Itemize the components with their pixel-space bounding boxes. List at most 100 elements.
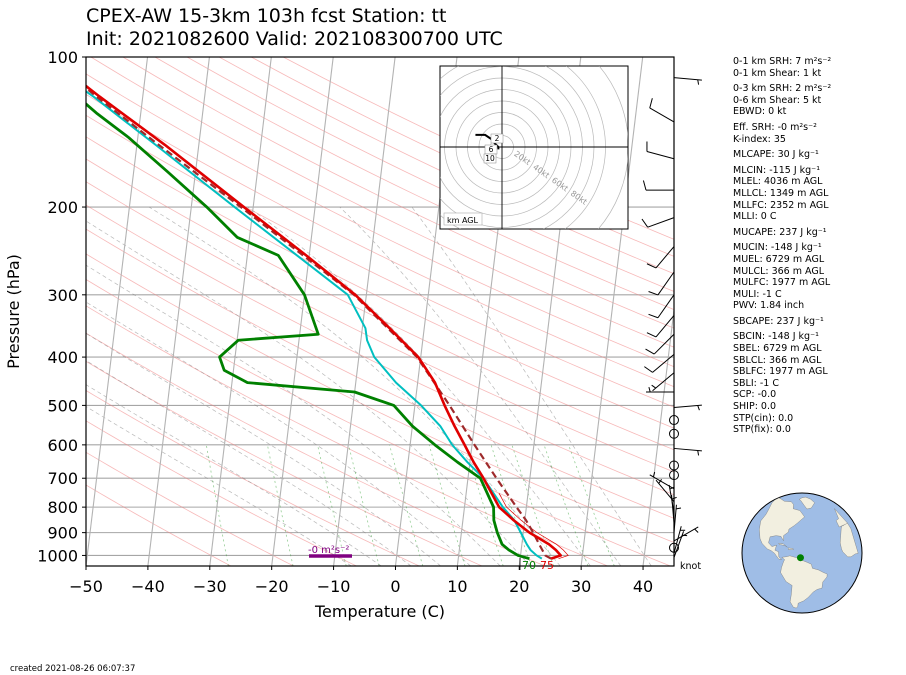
x-axis-label: Temperature (C)	[314, 602, 445, 621]
chart-subtitle: Init: 2021082600 Valid: 202108300700 UTC	[86, 28, 503, 50]
moist-adiabat	[149, 206, 561, 566]
dry-adiabat	[86, 73, 674, 368]
x-tick-label: 30	[571, 577, 591, 596]
x-tick-label: 40	[633, 577, 653, 596]
wind-barb	[646, 141, 675, 160]
parcel-line	[86, 86, 552, 560]
stat-line: K-index: 35	[733, 133, 786, 145]
globe-land	[834, 508, 848, 528]
y-tick-label: 1000	[37, 546, 78, 565]
mixing-ratio-line	[511, 444, 554, 566]
stat-line: MUCIN: -148 J kg⁻¹	[733, 242, 822, 254]
wind-barb	[673, 504, 682, 533]
wind-barb	[671, 494, 677, 523]
dry-adiabat	[122, 57, 674, 329]
stat-line: EBWD: 0 kt	[733, 106, 787, 118]
surface-temperature-label: 75	[540, 559, 554, 572]
mixing-ratio-line	[317, 444, 347, 566]
x-tick-label: −50	[69, 577, 103, 596]
y-tick-label: 200	[47, 198, 78, 217]
dry-adiabat	[86, 158, 674, 451]
stat-line: 0-6 km Shear: 5 kt	[733, 94, 822, 106]
globe-land	[778, 543, 788, 548]
srh-label: -0 m²s⁻²	[308, 545, 349, 556]
wind-barb	[673, 531, 688, 558]
y-tick-label: 400	[47, 348, 78, 367]
hodograph-trace	[475, 133, 500, 150]
stat-line: MULI: -1 C	[733, 288, 782, 300]
calm-wind-circle	[669, 460, 679, 471]
plot-frame	[85, 56, 675, 567]
stat-line: SBLFC: 1977 m AGL	[733, 366, 828, 378]
stat-line: MLCIN: -115 J kg⁻¹	[733, 164, 821, 176]
stat-line: SHIP: 0.0	[733, 401, 777, 413]
stat-line: SCP: -0.0	[733, 389, 777, 401]
skewt-plot-area	[86, 57, 674, 566]
wind-barb	[673, 447, 702, 456]
x-tick-label: −30	[193, 577, 227, 596]
isotherm	[147, 57, 210, 566]
wind-barbs	[641, 77, 702, 558]
stat-line: SBCIN: -148 J kg⁻¹	[733, 331, 819, 343]
stat-line: 0-3 km SRH: 2 m²s⁻²	[733, 83, 832, 95]
stat-line: PWV: 1.84 inch	[733, 300, 805, 312]
dewpoint-line	[86, 102, 530, 561]
dry-adiabat	[86, 114, 674, 408]
wind-barb	[641, 217, 675, 228]
sounding-profiles	[86, 84, 569, 561]
stat-line: MUCAPE: 237 J kg⁻¹	[733, 226, 827, 238]
stat-line: 0-1 km SRH: 7 m²s⁻²	[733, 56, 832, 67]
y-tick-label: 900	[47, 524, 78, 543]
surface-dewpoint-label: 70	[522, 559, 536, 572]
stat-line: 0-1 km Shear: 1 kt	[733, 67, 822, 79]
moist-adiabat	[247, 206, 591, 566]
wind-barb	[648, 271, 675, 296]
y-axis-label: Pressure (hPa)	[4, 254, 23, 369]
y-tick-label: 300	[47, 286, 78, 305]
wind-barb	[673, 404, 702, 411]
wind-barb	[645, 333, 675, 355]
moist-adiabat	[86, 406, 352, 566]
moist-adiabat	[86, 301, 471, 566]
globe-land	[787, 547, 794, 550]
dry-adiabat	[186, 57, 674, 292]
locator-globe	[741, 492, 863, 614]
stat-line: MLLI: 0 C	[733, 211, 777, 223]
wind-unit-label: knot	[680, 561, 701, 572]
moist-adiabat	[86, 264, 501, 566]
moist-adiabat	[86, 332, 441, 566]
moist-adiabat	[411, 206, 652, 566]
moist-adiabat	[339, 206, 622, 566]
x-tick-label: −10	[317, 577, 351, 596]
hodograph-height-label: 10	[485, 154, 495, 163]
y-tick-label: 700	[47, 469, 78, 488]
hodograph-height-unit: km AGL	[447, 216, 479, 225]
station-marker	[796, 554, 804, 562]
dry-adiabat	[86, 228, 674, 519]
dry-adiabat	[86, 93, 674, 388]
x-tick-label: 0	[390, 577, 400, 596]
stat-line: SBEL: 6729 m AGL	[733, 343, 822, 355]
calm-wind-circle	[669, 415, 679, 426]
dry-adiabat	[86, 332, 545, 566]
stat-line: MLEL: 4036 m AGL	[733, 176, 823, 188]
wind-barb	[644, 353, 675, 373]
stat-line: Eff. SRH: -0 m²s⁻²	[733, 121, 817, 133]
mixing-ratio-line	[389, 444, 424, 566]
moist-adiabat	[86, 360, 412, 566]
temperature-outline	[498, 492, 569, 559]
wind-barb	[673, 77, 702, 85]
dry-adiabat	[86, 484, 232, 566]
calm-wind-circle	[669, 470, 679, 481]
x-tick-label: 10	[447, 577, 467, 596]
dry-adiabat	[86, 360, 483, 566]
created-timestamp: created 2021-08-26 06:07:37	[10, 664, 136, 674]
isotherm	[86, 57, 87, 59]
y-tick-label: 100	[47, 48, 78, 67]
wind-barb	[649, 98, 675, 123]
moist-adiabat	[86, 384, 382, 566]
x-tick-label: −40	[131, 577, 165, 596]
stat-line: MUEL: 6729 m AGL	[733, 253, 825, 265]
